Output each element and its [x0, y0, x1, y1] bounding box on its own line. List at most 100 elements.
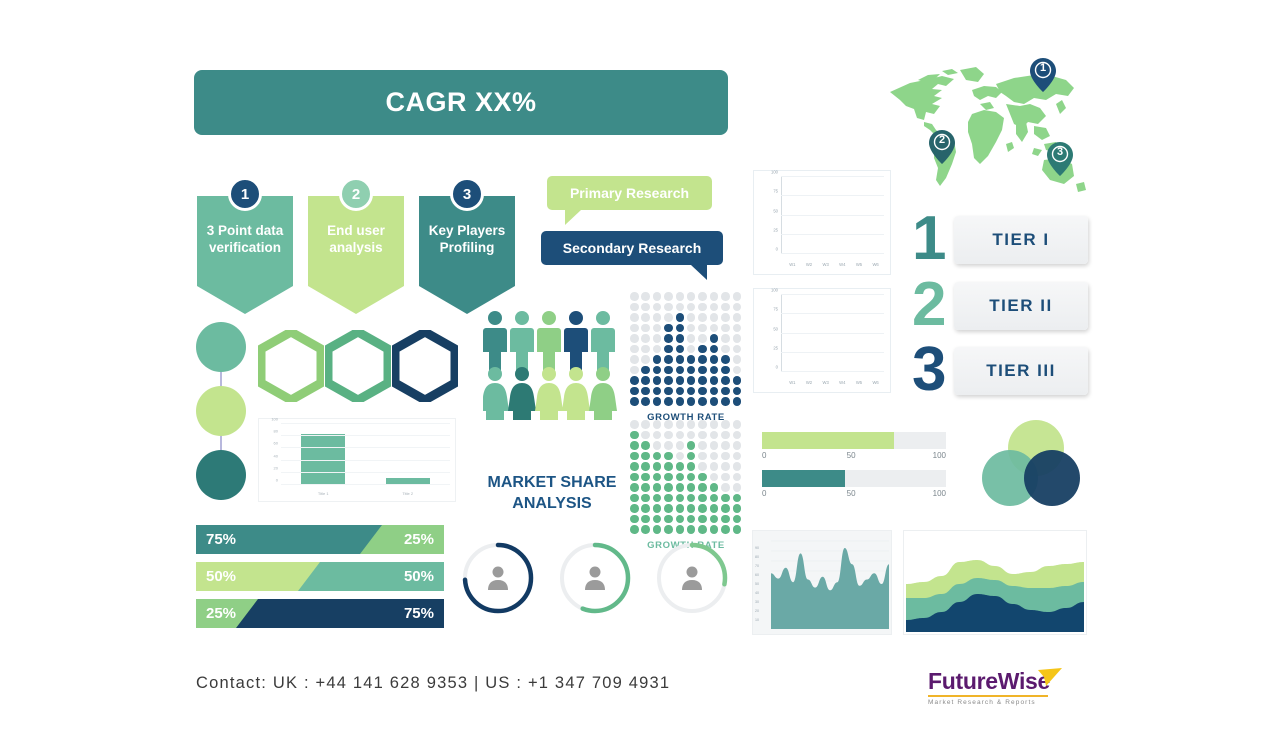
dot-filled — [675, 504, 685, 513]
chart-gridline: 50 — [773, 326, 884, 334]
donut-gauge-2 — [557, 540, 633, 616]
chart-y-axis-bottom — [781, 295, 782, 372]
area-chart-single: 10 20 30 40 50 60 70 80 90 — [752, 530, 892, 635]
map-pin-label-1: 1 — [1039, 62, 1047, 74]
dot-empty — [698, 451, 707, 460]
ribbon-3-right-segment: 75% — [236, 599, 444, 628]
mini-bar-gridline: 20 — [274, 465, 450, 473]
dot-filled — [709, 355, 719, 364]
progress-slider-1[interactable]: 0 50 100 — [762, 432, 946, 464]
dot-filled — [652, 493, 662, 502]
map-pin-3[interactable]: 3 — [1047, 142, 1073, 176]
people-icons-svg — [481, 311, 617, 430]
dot-empty — [641, 355, 650, 364]
pillar-badge-2: 2 — [339, 177, 373, 211]
dot-filled — [652, 397, 662, 406]
chart-x-tick: W1 — [789, 262, 796, 267]
dot-filled — [686, 355, 696, 364]
stacked-bar-chart-top: 0 25 50 75 100 W1 W2 W3 W4 W5 W6 — [753, 170, 891, 275]
pillar-tail-2 — [308, 286, 404, 314]
dot-filled — [698, 397, 707, 406]
dot-empty — [709, 313, 719, 322]
dot-filled — [721, 365, 730, 374]
dot-empty — [698, 420, 707, 429]
chart-x-tick: W2 — [805, 262, 813, 267]
dot-filled — [641, 386, 650, 395]
dot-empty — [721, 420, 730, 429]
chart-x-tick: W1 — [789, 380, 796, 385]
dot-filled — [652, 472, 662, 481]
chart-y-tick: 0 — [775, 246, 778, 252]
dot-filled — [664, 514, 673, 523]
dot-filled — [664, 472, 673, 481]
dot-empty — [641, 292, 650, 301]
dot-empty — [721, 334, 730, 343]
dot-empty — [732, 483, 742, 492]
dot-filled — [686, 397, 696, 406]
dot-filled — [721, 386, 730, 395]
mini-bar-bars — [281, 424, 450, 485]
dot-filled — [686, 451, 696, 460]
dot-filled — [630, 472, 639, 481]
chart-gridline: 0 — [776, 365, 884, 372]
mini-bar-gridline: 100 — [271, 417, 450, 424]
dot-filled — [664, 386, 673, 395]
dot-filled — [664, 397, 673, 406]
map-pin-icon-2 — [929, 130, 955, 164]
slider-2-tick-0: 0 — [762, 489, 767, 498]
market-share-line-1: MARKET SHARE — [487, 474, 617, 491]
map-pin-icon-1 — [1030, 58, 1056, 92]
slider-2-fill — [762, 470, 845, 487]
progress-slider-2[interactable]: 0 50 100 — [762, 470, 946, 502]
dot-empty — [732, 441, 742, 450]
dot-filled — [630, 525, 639, 534]
area-chart-y-tick: 50 — [755, 582, 759, 586]
dot-filled — [675, 483, 685, 492]
dot-filled — [641, 441, 650, 450]
circle-stack-diagram — [196, 322, 246, 500]
dot-filled — [721, 514, 730, 523]
tier-card-1[interactable]: 1 TIER I — [912, 208, 1088, 270]
chart-y-tick: 25 — [773, 345, 778, 351]
dot-filled — [709, 397, 719, 406]
dot-empty — [630, 365, 639, 374]
pillar-tail-1 — [197, 286, 293, 314]
map-pin-1[interactable]: 1 — [1030, 58, 1056, 92]
dot-empty — [721, 483, 730, 492]
dot-empty — [732, 355, 742, 364]
dot-empty — [721, 451, 730, 460]
dot-empty — [732, 472, 742, 481]
market-share-line-2: ANALYSIS — [512, 495, 592, 512]
map-pin-2[interactable]: 2 — [929, 130, 955, 164]
person-icon-2 — [585, 566, 605, 590]
pillar-label-1: 3 Point data verification — [197, 196, 293, 286]
dot-empty — [630, 344, 639, 353]
world-map-svg — [890, 67, 1086, 192]
slider-2-track[interactable] — [762, 470, 946, 487]
slider-1-track[interactable] — [762, 432, 946, 449]
dot-empty — [709, 302, 719, 311]
dot-filled — [686, 441, 696, 450]
dot-filled — [686, 462, 696, 471]
mini-bar-x-tick: Title 1 — [317, 491, 329, 496]
dot-filled — [698, 483, 707, 492]
tier-plate-3: TIER III — [954, 347, 1088, 395]
dot-filled — [732, 493, 742, 502]
chart-x-tick: W4 — [839, 380, 846, 385]
dot-empty — [698, 430, 707, 439]
hexagon-2 — [323, 326, 393, 406]
dot-filled — [732, 376, 742, 385]
futurewise-logo[interactable]: FutureWise Market Research & Reports — [928, 668, 1064, 714]
hexagon-3 — [390, 326, 460, 406]
circle-stack-dot-2 — [196, 386, 246, 436]
dot-filled — [686, 365, 696, 374]
dot-filled — [675, 344, 685, 353]
dot-empty — [686, 323, 696, 332]
dot-empty — [664, 302, 673, 311]
tier-card-2[interactable]: 2 TIER II — [912, 274, 1088, 336]
dot-empty — [652, 441, 662, 450]
dot-filled — [698, 376, 707, 385]
tier-card-3[interactable]: 3 TIER III — [912, 339, 1088, 401]
people-icon-group — [481, 310, 617, 430]
dot-filled — [698, 514, 707, 523]
